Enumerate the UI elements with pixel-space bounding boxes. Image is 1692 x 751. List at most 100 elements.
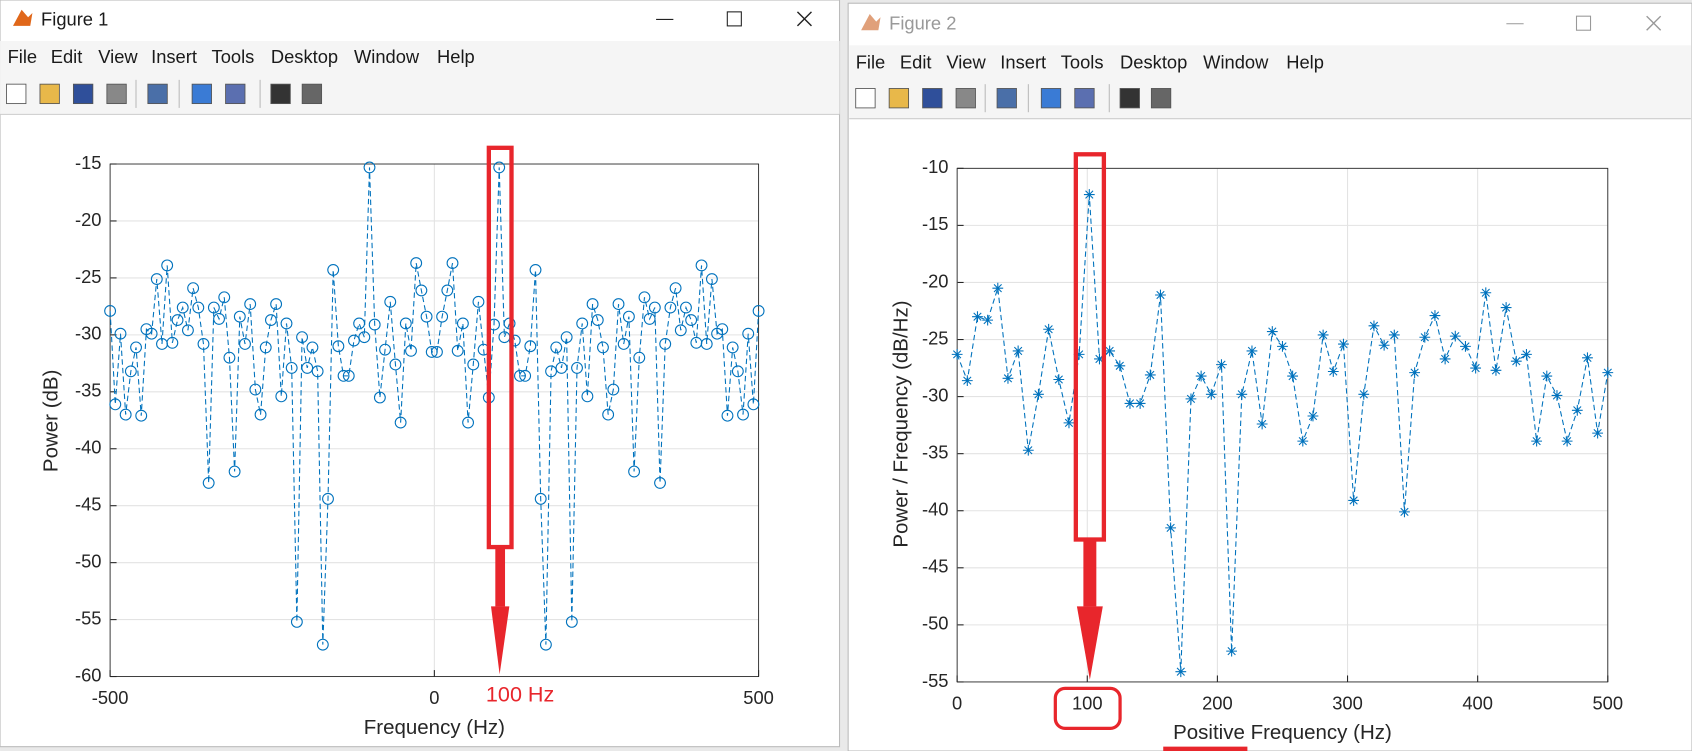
app-icon [861, 14, 881, 31]
close-button[interactable] [796, 11, 812, 27]
menu-item[interactable]: View [98, 46, 138, 67]
menu-item[interactable]: Desktop [1120, 52, 1187, 73]
annotation-2 [1053, 152, 1248, 751]
marker [327, 264, 340, 276]
maximize-button[interactable] [726, 11, 742, 27]
menu-item[interactable]: Insert [1000, 52, 1046, 73]
marker [1490, 364, 1502, 376]
toolbar-button[interactable] [147, 83, 168, 105]
toolbar-button[interactable] [1150, 88, 1172, 109]
marker [1500, 302, 1512, 313]
marker [514, 369, 526, 382]
menu-item[interactable]: Help [1286, 52, 1324, 73]
marker [1063, 417, 1075, 429]
marker [576, 317, 589, 330]
menu-item[interactable]: File [8, 46, 38, 67]
toolbar-button[interactable] [1074, 88, 1095, 109]
marker [394, 416, 407, 429]
marker [462, 416, 475, 429]
toolbar-button[interactable] [301, 83, 323, 105]
toolbar-button[interactable] [855, 88, 876, 109]
toolbar-button[interactable] [888, 88, 910, 109]
marker [1470, 362, 1482, 374]
toolbar-button[interactable] [1119, 88, 1140, 109]
arrow-shaft [495, 547, 506, 607]
marker [565, 615, 578, 628]
marker [591, 314, 604, 326]
marker [166, 336, 179, 349]
marker [992, 282, 1004, 294]
marker [270, 298, 283, 311]
x-tick-label: 0 [952, 692, 962, 713]
marker [1561, 435, 1573, 447]
marker [602, 408, 615, 421]
marker [301, 361, 314, 374]
y-tick-label: -15 [922, 213, 949, 234]
marker [1094, 353, 1105, 365]
marker [1449, 330, 1461, 342]
menu-item[interactable]: View [946, 52, 986, 73]
marker [223, 351, 236, 364]
marker [130, 341, 142, 354]
x-tick-label: 500 [743, 687, 774, 708]
marker [410, 257, 423, 270]
menu-item[interactable]: Window [354, 46, 420, 67]
marker [654, 476, 666, 489]
menu-item[interactable]: Tools [212, 46, 255, 67]
maximize-button[interactable] [1575, 15, 1592, 31]
marker [348, 334, 360, 347]
y-tick-label: -25 [75, 266, 102, 287]
menu-item[interactable]: Edit [900, 52, 932, 73]
marker [1104, 345, 1116, 357]
marker [617, 338, 630, 350]
marker [1297, 435, 1309, 447]
toolbar-button[interactable] [225, 83, 246, 105]
marker [306, 341, 319, 354]
marker [254, 408, 267, 421]
menu-item[interactable]: Help [437, 46, 475, 67]
menu-item[interactable]: Desktop [271, 46, 338, 67]
menu-item[interactable]: File [856, 52, 886, 73]
marker [405, 344, 417, 357]
x-tick-label: 100 [1072, 692, 1103, 713]
toolbar-button[interactable] [191, 83, 212, 105]
toolbar-button[interactable] [996, 88, 1017, 109]
close-button[interactable] [1646, 15, 1662, 31]
marker [721, 409, 734, 422]
marker [202, 476, 215, 489]
toolbar-button[interactable] [922, 88, 943, 109]
y-tick-label: -20 [922, 270, 949, 291]
marker [628, 465, 641, 478]
marker [726, 341, 739, 354]
marker [363, 161, 376, 174]
menu-item[interactable]: Insert [151, 46, 197, 67]
toolbar [855, 84, 1172, 113]
toolbar-button[interactable] [106, 83, 127, 105]
marker [1582, 352, 1593, 364]
menu-item[interactable]: Tools [1061, 52, 1104, 73]
marker [752, 305, 765, 317]
marker [358, 331, 371, 344]
x-axis-label: Frequency (Hz) [364, 716, 505, 739]
marker [1226, 645, 1238, 657]
marker [1033, 388, 1044, 400]
menu-item[interactable]: Edit [51, 46, 83, 67]
y-tick-label: -35 [922, 442, 949, 463]
y-tick-label: -50 [75, 550, 102, 571]
toolbar-button[interactable] [39, 83, 60, 105]
marker [1338, 338, 1349, 350]
marker [384, 295, 397, 308]
toolbar-button[interactable] [72, 83, 94, 105]
toolbar-button[interactable] [955, 88, 976, 109]
marker [519, 369, 532, 382]
menu-item[interactable]: Window [1203, 52, 1269, 73]
y-tick-label: -55 [75, 607, 102, 628]
marker [379, 343, 392, 356]
y-tick-label: -30 [75, 323, 102, 344]
marker [176, 301, 189, 314]
toolbar-button[interactable] [1040, 88, 1062, 109]
toolbar-button[interactable] [6, 83, 27, 105]
y-tick-label: -45 [922, 556, 949, 577]
toolbar-button[interactable] [270, 83, 291, 105]
marker [249, 383, 262, 396]
